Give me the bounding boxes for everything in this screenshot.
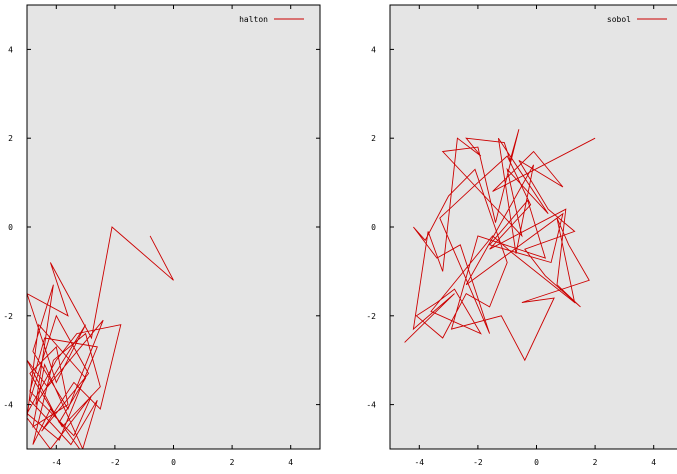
- y-tick-label: -4: [366, 401, 376, 410]
- legend-label-halton: halton: [239, 15, 268, 24]
- plot-area: [27, 5, 320, 449]
- y-tick-label: 2: [8, 134, 13, 143]
- x-tick-label: -4: [414, 458, 424, 467]
- x-tick-label: 4: [288, 458, 293, 467]
- y-tick-label: -4: [3, 401, 13, 410]
- legend-label-sobol: sobol: [607, 15, 631, 24]
- x-tick-label: -2: [473, 458, 483, 467]
- x-tick-label: 2: [593, 458, 598, 467]
- y-tick-label: 0: [371, 223, 376, 232]
- y-tick-label: -2: [3, 312, 13, 321]
- x-tick-label: 2: [230, 458, 235, 467]
- series-line-sobol: [404, 129, 596, 362]
- y-tick-label: -2: [366, 312, 376, 321]
- x-tick-label: -4: [51, 458, 61, 467]
- series-line-halton: [27, 226, 174, 449]
- x-tick-label: -2: [110, 458, 120, 467]
- x-tick-label: 0: [534, 458, 539, 467]
- y-tick-label: 2: [371, 134, 376, 143]
- plot-area: [390, 5, 677, 449]
- y-tick-label: 4: [8, 45, 13, 54]
- y-tick-label: 4: [371, 45, 376, 54]
- chart-halton: -4 -2 0 2 4 4 2 0 -2 -4 halton: [3, 4, 321, 467]
- y-tick-label: 0: [8, 223, 13, 232]
- chart-sobol: -4 -2 0 2 4 4 2 0 -2 -4 sobol: [366, 4, 677, 467]
- x-tick-label: 4: [651, 458, 656, 467]
- x-tick-label: 0: [171, 458, 176, 467]
